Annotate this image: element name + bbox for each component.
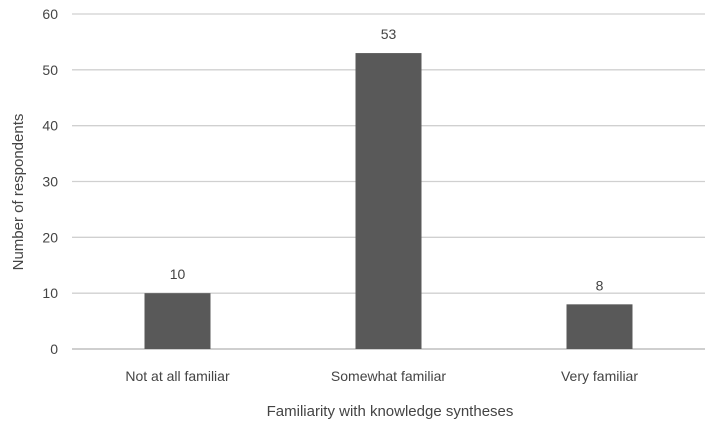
x-category-label: Very familiar bbox=[561, 368, 638, 384]
x-category-label: Not at all familiar bbox=[125, 368, 230, 384]
bars bbox=[144, 53, 633, 349]
y-tick-label: 10 bbox=[42, 285, 58, 301]
data-label: 10 bbox=[170, 266, 186, 282]
y-tick-label: 20 bbox=[42, 229, 58, 245]
y-tick-label: 40 bbox=[42, 118, 58, 134]
data-label: 8 bbox=[596, 277, 604, 293]
x-axis-categories: Not at all familiar Somewhat familiar Very… bbox=[125, 368, 638, 384]
data-labels: 10 53 8 bbox=[170, 26, 604, 293]
bar bbox=[144, 293, 211, 349]
bar bbox=[355, 53, 422, 349]
y-tick-label: 60 bbox=[42, 6, 58, 22]
y-tick-label: 0 bbox=[50, 341, 58, 357]
bar bbox=[566, 304, 633, 349]
y-tick-label: 30 bbox=[42, 174, 58, 190]
y-tick-label: 50 bbox=[42, 62, 58, 78]
data-label: 53 bbox=[381, 26, 397, 42]
x-axis-title: Familiarity with knowledge syntheses bbox=[267, 403, 514, 420]
y-axis-title: Number of respondents bbox=[10, 114, 27, 271]
x-category-label: Somewhat familiar bbox=[331, 368, 446, 384]
y-axis-ticks: 0 10 20 30 40 50 60 bbox=[42, 6, 58, 357]
